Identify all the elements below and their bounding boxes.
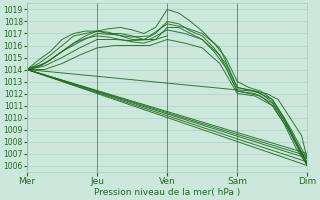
X-axis label: Pression niveau de la mer( hPa ): Pression niveau de la mer( hPa ) (94, 188, 240, 197)
